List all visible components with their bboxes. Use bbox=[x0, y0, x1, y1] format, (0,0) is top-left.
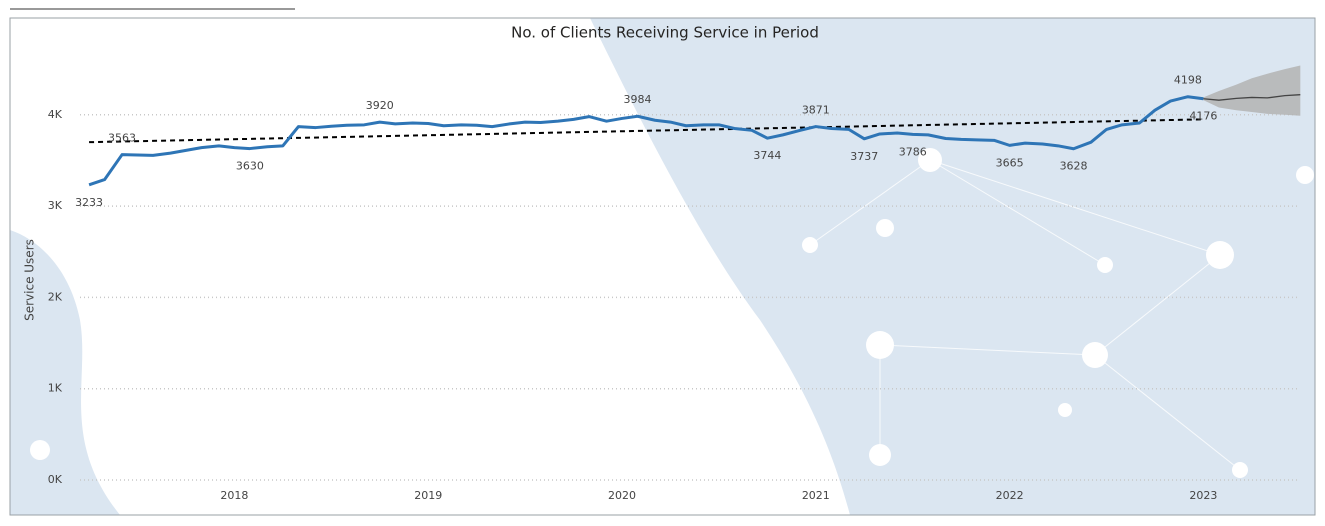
y-tick-label: 0K bbox=[48, 473, 63, 486]
x-tick-label: 2023 bbox=[1189, 489, 1217, 502]
x-tick-label: 2018 bbox=[220, 489, 248, 502]
data-label: 3871 bbox=[802, 104, 830, 117]
chart-title: No. of Clients Receiving Service in Peri… bbox=[511, 24, 819, 42]
data-label: 3563 bbox=[108, 132, 136, 145]
y-tick-label: 1K bbox=[48, 382, 63, 395]
trend-line bbox=[89, 118, 1204, 144]
x-tick-label: 2020 bbox=[608, 489, 636, 502]
data-label: 4176 bbox=[1189, 110, 1217, 123]
forecast-line bbox=[1203, 94, 1301, 101]
data-label: 3920 bbox=[366, 99, 394, 112]
background bbox=[10, 18, 1315, 515]
y-tick-label: 2K bbox=[48, 290, 63, 303]
data-label: 3630 bbox=[236, 160, 264, 173]
data-label: 3665 bbox=[996, 156, 1024, 169]
y-axis-title: Service Users bbox=[23, 239, 37, 321]
y-tick-label: 3K bbox=[48, 199, 63, 212]
series-line bbox=[88, 95, 1204, 187]
data-label: 3744 bbox=[753, 149, 781, 162]
network-nodes bbox=[30, 148, 1314, 478]
data-label: 3737 bbox=[850, 150, 878, 163]
map-shape bbox=[590, 18, 1315, 515]
y-tick-label: 4K bbox=[48, 108, 63, 121]
data-label: 4198 bbox=[1174, 74, 1202, 87]
x-tick-label: 2022 bbox=[996, 489, 1024, 502]
data-label: 3786 bbox=[899, 145, 927, 158]
x-tick-label: 2019 bbox=[414, 489, 442, 502]
data-label: 3984 bbox=[624, 93, 652, 106]
data-label: 3233 bbox=[75, 196, 103, 209]
chart-frame bbox=[9, 17, 1316, 516]
x-tick-label: 2021 bbox=[802, 489, 830, 502]
forecast-band bbox=[1203, 65, 1301, 116]
network bbox=[809, 159, 1241, 471]
data-label: 3628 bbox=[1060, 160, 1088, 173]
